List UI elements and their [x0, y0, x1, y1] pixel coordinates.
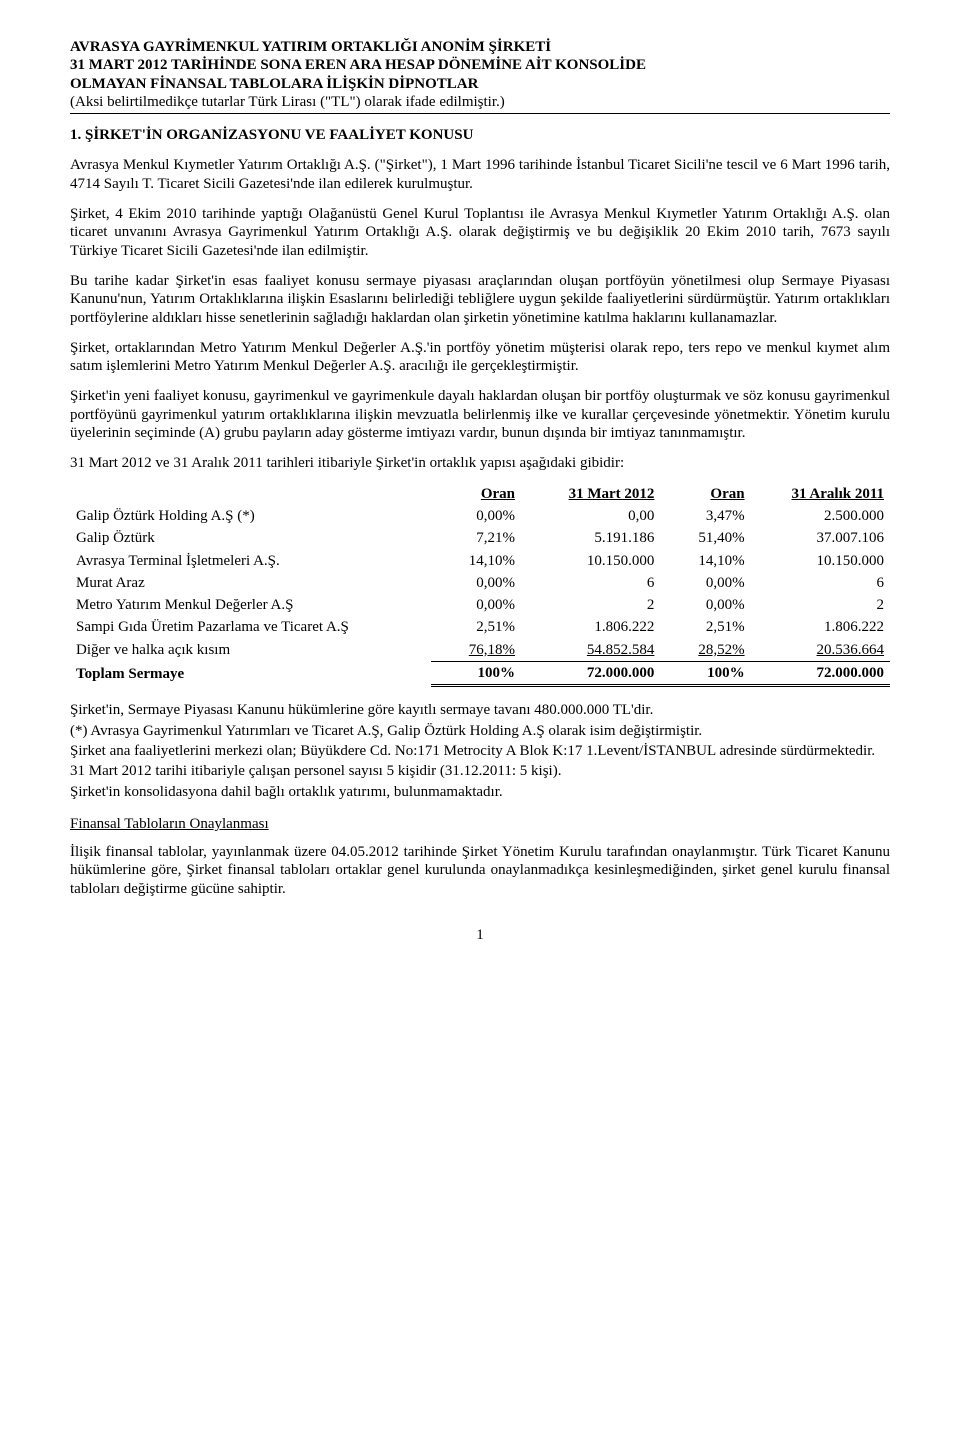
footnotes-block: Şirket'in, Sermaye Piyasası Kanunu hüküm… [70, 701, 890, 800]
cell-v2: 37.007.106 [751, 527, 890, 549]
cell-v2: 2 [751, 594, 890, 616]
header-line-1: AVRASYA GAYRİMENKUL YATIRIM ORTAKLIĞI AN… [70, 38, 890, 56]
cell-v2: 10.150.000 [751, 550, 890, 572]
cell-v1: 5.191.186 [521, 527, 660, 549]
header-note: (Aksi belirtilmedikçe tutarlar Türk Lira… [70, 93, 890, 111]
cell-v2: 2.500.000 [751, 505, 890, 527]
total-r2: 100% [660, 662, 750, 686]
cell-v1: 1.806.222 [521, 616, 660, 638]
footnote-5: Şirket'in konsolidasyona dahil bağlı ort… [70, 783, 890, 801]
cell-r2: 0,00% [660, 594, 750, 616]
cell-name: Avrasya Terminal İşletmeleri A.Ş. [70, 550, 431, 572]
paragraph-4: Şirket, ortaklarından Metro Yatırım Menk… [70, 339, 890, 376]
cell-name: Metro Yatırım Menkul Değerler A.Ş [70, 594, 431, 616]
cell-r2: 28,52% [660, 639, 750, 662]
table-row: Galip Öztürk 7,21% 5.191.186 51,40% 37.0… [70, 527, 890, 549]
approval-heading: Finansal Tabloların Onaylanması [70, 815, 890, 833]
col-name [70, 483, 431, 505]
table-row: Metro Yatırım Menkul Değerler A.Ş 0,00% … [70, 594, 890, 616]
paragraph-1: Avrasya Menkul Kıymetler Yatırım Ortaklı… [70, 156, 890, 193]
paragraph-2: Şirket, 4 Ekim 2010 tarihinde yaptığı Ol… [70, 205, 890, 260]
table-intro: 31 Mart 2012 ve 31 Aralık 2011 tarihleri… [70, 454, 890, 472]
cell-name: Murat Araz [70, 572, 431, 594]
cell-r2: 14,10% [660, 550, 750, 572]
cell-v2: 1.806.222 [751, 616, 890, 638]
cell-r1: 14,10% [431, 550, 521, 572]
footnote-1: Şirket'in, Sermaye Piyasası Kanunu hüküm… [70, 701, 890, 719]
table-row: Avrasya Terminal İşletmeleri A.Ş. 14,10%… [70, 550, 890, 572]
cell-r1: 0,00% [431, 572, 521, 594]
cell-r1: 7,21% [431, 527, 521, 549]
col-date-1: 31 Mart 2012 [521, 483, 660, 505]
total-v1: 72.000.000 [521, 662, 660, 686]
table-total-row: Toplam Sermaye 100% 72.000.000 100% 72.0… [70, 662, 890, 686]
cell-name: Sampi Gıda Üretim Pazarlama ve Ticaret A… [70, 616, 431, 638]
total-r1: 100% [431, 662, 521, 686]
cell-v2: 20.536.664 [751, 639, 890, 662]
cell-name: Galip Öztürk Holding A.Ş (*) [70, 505, 431, 527]
section-1-title: 1. ŞİRKET'İN ORGANİZASYONU VE FAALİYET K… [70, 126, 890, 144]
paragraph-5: Şirket'in yeni faaliyet konusu, gayrimen… [70, 387, 890, 442]
cell-v1: 2 [521, 594, 660, 616]
cell-r2: 51,40% [660, 527, 750, 549]
total-name: Toplam Sermaye [70, 662, 431, 686]
cell-v1: 6 [521, 572, 660, 594]
col-ratio-2: Oran [660, 483, 750, 505]
footnote-3: Şirket ana faaliyetlerini merkezi olan; … [70, 742, 890, 760]
cell-r1: 0,00% [431, 505, 521, 527]
paragraph-3: Bu tarihe kadar Şirket'in esas faaliyet … [70, 272, 890, 327]
header-rule [70, 113, 890, 114]
cell-v1: 10.150.000 [521, 550, 660, 572]
footnote-4: 31 Mart 2012 tarihi itibariyle çalışan p… [70, 762, 890, 780]
col-ratio-1: Oran [431, 483, 521, 505]
total-v2: 72.000.000 [751, 662, 890, 686]
ownership-table: Oran 31 Mart 2012 Oran 31 Aralık 2011 Ga… [70, 483, 890, 688]
table-row: Murat Araz 0,00% 6 0,00% 6 [70, 572, 890, 594]
cell-v1: 0,00 [521, 505, 660, 527]
table-header-row: Oran 31 Mart 2012 Oran 31 Aralık 2011 [70, 483, 890, 505]
cell-r2: 0,00% [660, 572, 750, 594]
table-row: Galip Öztürk Holding A.Ş (*) 0,00% 0,00 … [70, 505, 890, 527]
cell-r2: 3,47% [660, 505, 750, 527]
header-line-3: OLMAYAN FİNANSAL TABLOLARA İLİŞKİN DİPNO… [70, 75, 890, 93]
cell-r1: 76,18% [431, 639, 521, 662]
approval-text: İlişik finansal tablolar, yayınlanmak üz… [70, 843, 890, 898]
table-row: Diğer ve halka açık kısım 76,18% 54.852.… [70, 639, 890, 662]
cell-name: Diğer ve halka açık kısım [70, 639, 431, 662]
col-date-2: 31 Aralık 2011 [751, 483, 890, 505]
cell-r1: 0,00% [431, 594, 521, 616]
footnote-2: (*) Avrasya Gayrimenkul Yatırımları ve T… [70, 722, 890, 740]
table-row: Sampi Gıda Üretim Pazarlama ve Ticaret A… [70, 616, 890, 638]
cell-v2: 6 [751, 572, 890, 594]
cell-name: Galip Öztürk [70, 527, 431, 549]
page-number: 1 [70, 926, 890, 944]
cell-r2: 2,51% [660, 616, 750, 638]
header-line-2: 31 MART 2012 TARİHİNDE SONA EREN ARA HES… [70, 56, 890, 74]
document-header: AVRASYA GAYRİMENKUL YATIRIM ORTAKLIĞI AN… [70, 38, 890, 114]
cell-v1: 54.852.584 [521, 639, 660, 662]
cell-r1: 2,51% [431, 616, 521, 638]
